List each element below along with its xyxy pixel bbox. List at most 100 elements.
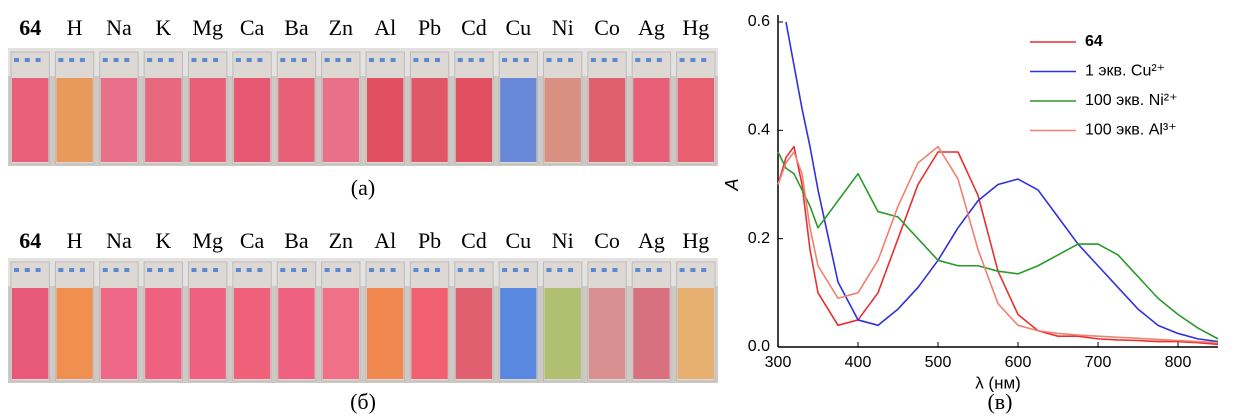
scale-mark <box>235 58 241 62</box>
scale-mark <box>612 58 618 62</box>
y-axis-label: A <box>722 178 742 191</box>
scale-mark <box>113 268 119 272</box>
y-tick-label: 0.6 <box>748 13 770 30</box>
scale-mark <box>14 268 19 272</box>
scale-mark <box>479 268 485 272</box>
scale-mark <box>191 268 197 272</box>
scale-mark <box>301 268 307 272</box>
scale-mark <box>434 268 440 272</box>
cuvette-solution <box>633 78 670 162</box>
scale-mark <box>291 58 297 62</box>
scale-mark <box>413 268 419 272</box>
metal-label: K <box>155 15 171 40</box>
scale-mark <box>79 268 85 272</box>
scale-mark <box>434 58 440 62</box>
metal-label: K <box>155 228 171 253</box>
cuvette-solution <box>233 288 271 379</box>
x-tick-label: 500 <box>925 354 952 371</box>
metal-label: H <box>67 228 83 253</box>
metal-label: Zn <box>329 228 353 253</box>
scale-mark <box>679 268 685 272</box>
metal-label: Zn <box>329 15 353 40</box>
scale-mark <box>502 268 508 272</box>
metal-label: Ni <box>552 228 574 253</box>
scale-mark <box>168 58 174 62</box>
scale-mark <box>147 58 153 62</box>
scale-mark <box>512 268 518 272</box>
scale-mark <box>635 268 641 272</box>
cuvette-solution <box>56 78 93 162</box>
scale-mark <box>546 58 552 62</box>
scale-mark <box>35 58 41 62</box>
cuvette-solution <box>544 288 581 379</box>
legend-label: 1 экв. Cu²⁺ <box>1085 63 1165 80</box>
metal-label: Cd <box>461 15 487 40</box>
scale-mark <box>479 58 485 62</box>
cuvette-solution <box>588 288 626 379</box>
scale-mark <box>113 58 119 62</box>
scale-mark <box>590 268 596 272</box>
cuvette-solution <box>12 288 49 379</box>
metal-label: 64 <box>19 15 41 40</box>
scale-mark <box>656 58 662 62</box>
scale-mark <box>213 268 219 272</box>
scale-mark <box>612 268 618 272</box>
scale-mark <box>635 58 641 62</box>
scale-mark <box>424 268 430 272</box>
scale-mark <box>568 268 574 272</box>
scale-mark <box>557 268 563 272</box>
scale-mark <box>646 268 652 272</box>
metal-label: H <box>67 15 83 40</box>
scale-mark <box>157 268 163 272</box>
scale-mark <box>14 58 19 62</box>
scale-mark <box>124 268 130 272</box>
cuvette-solution <box>544 78 581 162</box>
y-tick-label: 0.4 <box>748 122 770 139</box>
scale-mark <box>690 58 696 62</box>
scale-mark <box>679 58 685 62</box>
cuvette-solution <box>100 288 138 379</box>
scale-mark <box>457 268 463 272</box>
cuvette-solution <box>500 78 537 162</box>
cuvette-solution <box>500 288 537 379</box>
scale-mark <box>523 58 529 62</box>
scale-mark <box>646 58 652 62</box>
cuvette-solution <box>367 78 404 162</box>
scale-mark <box>168 268 174 272</box>
caption: (б) <box>350 389 376 414</box>
legend-label: 64 <box>1085 33 1103 50</box>
scale-mark <box>147 268 153 272</box>
scale-mark <box>280 58 286 62</box>
metal-label: Cu <box>505 15 531 40</box>
cuvette-solution <box>12 78 49 162</box>
scale-mark <box>468 58 474 62</box>
cuvette-solution <box>367 288 404 379</box>
x-axis-label: λ (нм) <box>975 373 1021 392</box>
metal-label: Ni <box>552 15 574 40</box>
metal-label: Ag <box>638 228 665 253</box>
metal-label: Mg <box>192 15 223 40</box>
cuvette-solution <box>588 78 626 162</box>
x-tick-label: 700 <box>1085 354 1112 371</box>
metal-label: Pb <box>418 228 441 253</box>
metal-label: Al <box>374 15 396 40</box>
scale-mark <box>79 58 85 62</box>
scale-mark <box>24 268 30 272</box>
series-line <box>777 145 1219 344</box>
metal-label: Co <box>594 228 620 253</box>
scale-mark <box>601 58 607 62</box>
legend-label: 100 экв. Al³⁺ <box>1085 122 1177 139</box>
scale-mark <box>35 268 41 272</box>
scale-mark <box>379 268 385 272</box>
cuvette-solution <box>145 288 182 379</box>
scale-mark <box>557 58 563 62</box>
cuvette-solution <box>278 78 315 162</box>
series-line <box>785 21 1219 343</box>
metal-label: Cu <box>505 228 531 253</box>
scale-mark <box>280 268 286 272</box>
cuvette-solution <box>455 78 493 162</box>
metal-label: Al <box>374 228 396 253</box>
scale-mark <box>246 268 252 272</box>
x-tick-label: 600 <box>1005 354 1032 371</box>
